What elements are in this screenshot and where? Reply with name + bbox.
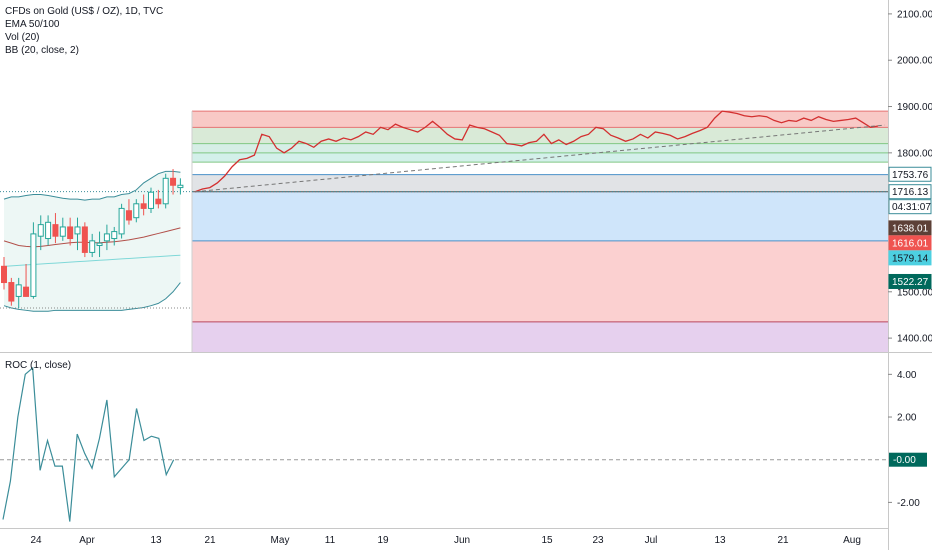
candle-body (118, 207, 125, 235)
time-tick-label: 13 (714, 535, 726, 546)
time-tick-label: May (271, 535, 290, 546)
forecast-zone (192, 191, 888, 241)
price-badge (888, 250, 932, 266)
price-tick-label: 1400.00 (897, 334, 932, 345)
roc-badge-label: -0.00 (893, 455, 916, 466)
price-badge-label: 1579.14 (892, 253, 929, 264)
candle-body (177, 184, 184, 189)
roc-tick-label: 4.00 (897, 370, 917, 381)
forecast-zone (192, 111, 888, 128)
price-tick-label: 1500.00 (897, 287, 932, 298)
legend-ema: EMA 50/100 (5, 19, 60, 30)
time-tick-label: 23 (592, 535, 604, 546)
candle-body (103, 233, 110, 242)
legend-bb: BB (20, close, 2) (5, 45, 79, 56)
candle-body (8, 282, 15, 302)
bb-upper-line (3, 170, 181, 201)
time-tick-label: 21 (204, 535, 216, 546)
candle-body (59, 226, 66, 237)
forecast-zone (192, 174, 888, 192)
roc-tick-label: -2.00 (897, 498, 920, 509)
time-tick-label: 15 (541, 535, 553, 546)
candle-body (52, 224, 59, 237)
candle-body (162, 177, 169, 205)
time-tick-label: 19 (377, 535, 389, 546)
price-badge-label: 04:31:07 (892, 202, 931, 213)
price-badge-label: 1616.01 (892, 238, 929, 249)
candle-body (148, 191, 154, 209)
price-tick-label: 2100.00 (897, 9, 932, 20)
trend-line (194, 124, 886, 193)
time-tick-label: 11 (325, 535, 336, 546)
price-tick-label: 1900.00 (897, 102, 932, 113)
price-badge-label: 1753.76 (892, 170, 929, 181)
price-badge (888, 199, 932, 215)
time-tick-label: 13 (150, 535, 162, 546)
price-badge (888, 235, 932, 251)
candle-body (111, 231, 118, 240)
price-badge (888, 166, 932, 182)
roc-line (2, 366, 175, 522)
price-badge-label: 1638.01 (892, 223, 929, 234)
time-tick-label: 24 (30, 535, 42, 546)
price-badge-label: 1522.27 (892, 277, 929, 288)
candle-body (81, 226, 88, 253)
candle-body (96, 242, 103, 246)
forecast-zone (192, 143, 888, 153)
legend-vol: Vol (20) (5, 32, 40, 43)
price-tick-label: 2000.00 (897, 56, 932, 67)
price-badge-label: 1716.13 (892, 187, 929, 198)
candle-body (1, 265, 7, 284)
candle-body (45, 221, 52, 240)
price-badge (888, 220, 932, 236)
candle-body (133, 203, 140, 219)
candle-body (30, 233, 37, 297)
price-badge (888, 184, 932, 200)
time-tick-label: Jun (454, 535, 470, 546)
forecast-zone (192, 162, 888, 175)
time-tick-label: Jul (645, 535, 658, 546)
chart-legend: CFDs on Gold (US$ / OZ), 1D, TVC EMA 50/… (5, 5, 163, 57)
candle-body (67, 226, 74, 240)
roc-legend: ROC (1, close) (5, 360, 72, 371)
candle-body (155, 198, 162, 205)
price-tick-label: 1800.00 (897, 148, 932, 159)
candle-body (15, 284, 22, 297)
candle-body (37, 224, 44, 237)
candle-body (140, 203, 147, 209)
forecast-zone (192, 127, 888, 144)
price-badge (888, 273, 932, 289)
candle-body (23, 286, 30, 297)
time-tick-label: 21 (777, 535, 789, 546)
roc-badge (889, 452, 927, 467)
time-tick-label: Apr (79, 535, 95, 546)
candle-body (74, 226, 81, 235)
legend-title: CFDs on Gold (US$ / OZ), 1D, TVC (5, 6, 164, 17)
bb-lower-line (3, 282, 181, 312)
candle-body (89, 240, 96, 253)
roc-tick-label: 2.00 (897, 413, 917, 424)
forecast-zone (192, 240, 888, 322)
time-tick-label: Aug (843, 535, 861, 546)
candle-body (170, 177, 177, 186)
forecast-zone (192, 152, 888, 163)
candle-body (125, 210, 132, 221)
forecast-zone (192, 321, 888, 352)
forecast-line (194, 110, 879, 193)
